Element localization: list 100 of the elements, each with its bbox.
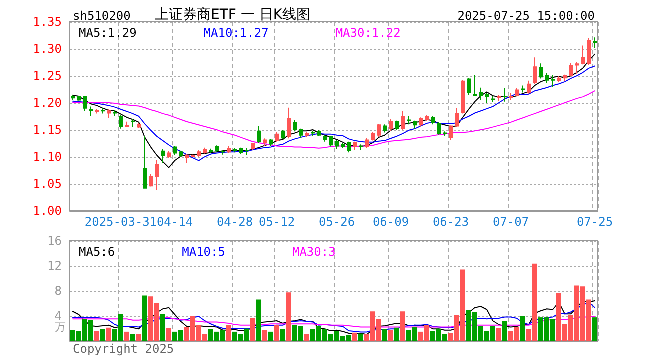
text: MA5:6 xyxy=(79,245,116,259)
y-tick-label: 1.20 xyxy=(33,96,62,110)
candlestick xyxy=(401,110,405,132)
candlestick xyxy=(95,108,99,114)
line-series xyxy=(72,316,596,328)
bar xyxy=(124,332,130,341)
candlestick xyxy=(443,131,447,136)
candlestick xyxy=(101,108,105,114)
candlestick xyxy=(503,88,507,102)
bar xyxy=(136,334,142,341)
candlestick xyxy=(233,148,237,154)
bar xyxy=(256,300,262,341)
candlestick xyxy=(281,130,285,140)
candlestick xyxy=(203,147,207,154)
candlestick xyxy=(383,124,387,134)
bar xyxy=(358,334,364,341)
candlestick xyxy=(293,120,297,132)
candlestick xyxy=(173,146,177,156)
candlestick xyxy=(209,148,213,154)
line-series xyxy=(72,66,596,162)
candlestick xyxy=(131,118,135,128)
bar xyxy=(226,325,232,341)
x-tick-label: 06-09 xyxy=(372,215,410,229)
text: MA10:5 xyxy=(182,245,226,259)
candlestick xyxy=(143,136,147,190)
candlestick xyxy=(491,96,495,103)
candlestick xyxy=(461,80,465,114)
x-tick-label: 05-12 xyxy=(258,215,296,229)
candlestick xyxy=(533,57,537,85)
candlestick xyxy=(287,107,291,140)
candlestick xyxy=(521,85,525,94)
annotation: 2025-07-25 15:00:00 xyxy=(458,9,596,23)
candlestick xyxy=(191,154,195,158)
chart-title: 上证券商ETF 一 日K线图 xyxy=(155,7,311,23)
candlestick xyxy=(371,132,375,142)
candlestick xyxy=(587,38,591,66)
candlestick xyxy=(449,125,453,141)
candlestick xyxy=(161,148,165,164)
bar xyxy=(388,330,394,341)
line-series xyxy=(72,90,596,149)
candlestick xyxy=(71,94,75,101)
candlestick xyxy=(485,92,489,104)
bar xyxy=(262,330,268,341)
candlestick xyxy=(311,130,315,136)
candlestick xyxy=(317,130,321,137)
bar xyxy=(274,325,280,341)
y-tick-label: 12 xyxy=(48,259,62,273)
y-tick-label: 1.15 xyxy=(33,123,62,137)
candlestick xyxy=(575,62,579,74)
candlestick xyxy=(557,76,561,83)
candlestick xyxy=(185,154,189,164)
candlestick xyxy=(305,132,309,138)
candlestick xyxy=(269,138,273,147)
bar xyxy=(286,292,292,341)
candlestick xyxy=(155,160,159,191)
candlestick xyxy=(569,62,573,78)
x-tick-label: 04-14 xyxy=(156,215,194,229)
candlestick xyxy=(257,126,261,144)
candlestick xyxy=(197,150,201,158)
candlestick xyxy=(479,87,483,101)
candlestick xyxy=(341,143,345,149)
bar xyxy=(394,328,400,341)
candlestick xyxy=(179,150,183,158)
candlestick xyxy=(323,134,327,142)
candlestick xyxy=(419,117,423,128)
x-tick-label: 2025-03-31 xyxy=(84,215,158,229)
candlestick xyxy=(545,72,549,84)
line-series xyxy=(72,54,596,168)
bar xyxy=(280,329,286,341)
candlestick xyxy=(467,78,471,96)
candlestick xyxy=(413,120,417,130)
x-tick-label: 05-26 xyxy=(318,215,356,229)
candlestick xyxy=(509,92,513,101)
candlestick xyxy=(389,118,393,132)
bar xyxy=(520,316,526,341)
candlestick xyxy=(149,174,153,188)
candlestick xyxy=(527,80,531,94)
candlestick xyxy=(497,94,501,102)
candlestick xyxy=(167,150,171,159)
bar xyxy=(166,328,172,341)
x-tick-label: 06-23 xyxy=(432,215,470,229)
x-tick-label: 07-07 xyxy=(492,215,530,229)
candlestick xyxy=(137,122,141,129)
text: Copyright 2025 xyxy=(73,342,174,356)
y-tick-label: 1.25 xyxy=(33,69,62,83)
candlestick xyxy=(437,122,441,136)
candlestick xyxy=(221,149,225,156)
bar xyxy=(106,328,112,341)
y-tick-label: 1.00 xyxy=(33,204,62,218)
candlestick xyxy=(239,147,243,155)
bar xyxy=(142,296,148,341)
x-tick-label: 07-25 xyxy=(576,215,614,229)
bar xyxy=(94,331,100,341)
y-tick-label: 4 xyxy=(54,309,62,323)
bar xyxy=(502,321,508,341)
bar xyxy=(130,334,136,341)
candlestick xyxy=(365,138,369,149)
candlestick xyxy=(113,110,117,117)
candlestick xyxy=(119,114,123,130)
candlestick xyxy=(335,140,339,150)
